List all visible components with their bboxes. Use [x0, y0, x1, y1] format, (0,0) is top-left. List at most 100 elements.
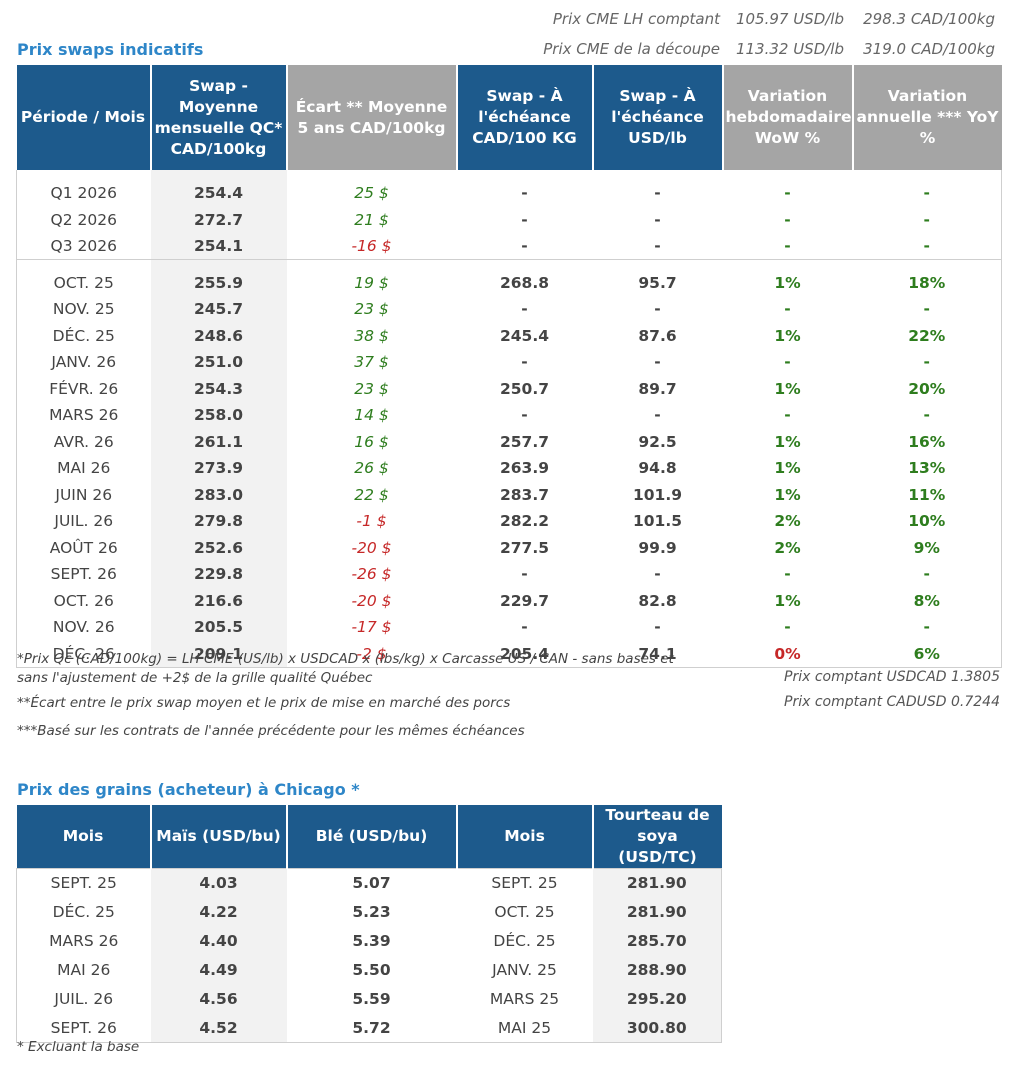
cell-yoy: -: [852, 561, 1002, 588]
table-row: SEPT. 25 4.03 5.07 SEPT. 25 281.90: [16, 868, 722, 898]
cell-wow: -: [784, 237, 791, 255]
table-row: NOV. 25 245.7 23 $ - - - -: [16, 296, 1002, 323]
cell-wow: -: [784, 300, 791, 319]
cell-mais: 4.22: [150, 897, 287, 927]
cell-period: OCT. 26: [16, 587, 151, 614]
spacer-cell: [723, 170, 853, 180]
cell-yoy: 6%: [852, 640, 1002, 668]
cell-ble: 5.39: [352, 932, 391, 950]
cell-wow: -: [784, 210, 791, 229]
header-yoy: Variation annuelle *** YoY %: [852, 65, 1002, 170]
grain-header-mois-2: Mois: [456, 805, 594, 869]
cell-ecart: 21 $: [354, 210, 389, 229]
cell-swap-cad: -: [521, 565, 528, 584]
cell-mois: SEPT. 26: [16, 1013, 151, 1043]
cell-swap-moyenne: 258.0: [150, 402, 287, 429]
cell-ecart: -16 $: [351, 237, 392, 255]
cell-ecart: 14 $: [354, 406, 389, 425]
table-row: OCT. 26 216.6 -20 $ 229.7 82.8 1% 8%: [16, 587, 1002, 614]
table-row: JUIL. 26 4.56 5.59 MARS 25 295.20: [16, 984, 722, 1014]
cell-wow: -: [784, 565, 791, 584]
cell-swap-cad: 282.2: [499, 512, 550, 531]
cell-wow: 1%: [774, 379, 801, 398]
cell-period: DÉC. 26: [16, 640, 151, 668]
cell-swap-usd: 89.7: [638, 379, 677, 398]
cell-period: MAI 26: [16, 455, 151, 482]
swaps-table: Période / Mois Swap - Moyenne mensuelle …: [16, 65, 1002, 668]
cell-period: JUIL. 26: [16, 508, 151, 535]
cell-period: MARS 26: [16, 402, 151, 429]
note-prix-qc-line1: *Prix Qc (CAD/100kg) = LH CME (US/lb) x …: [17, 651, 674, 667]
cell-period: Q3 2026: [16, 233, 151, 260]
cell-swap-usd: -: [654, 184, 661, 203]
spacer-cell: [150, 259, 287, 270]
cell-swap-moyenne: 254.3: [150, 375, 287, 402]
cell-soya: 300.80: [592, 1013, 722, 1043]
cell-yoy: -: [852, 206, 1002, 233]
cell-wow: 1%: [774, 432, 801, 451]
cell-ble: 5.50: [352, 961, 391, 979]
cell-swap-usd: -: [654, 353, 661, 372]
table-row: DÉC. 26 209.1 -2 $205.4 74.1 0% 6%: [16, 640, 1002, 668]
cell-swap-usd: -: [654, 565, 661, 584]
cme-lh-usd: 105.97 USD/lb: [735, 10, 844, 28]
grain-header-soya: Tourteau de soya (USD/TC): [592, 805, 722, 869]
cell-swap-usd: 94.8: [638, 459, 677, 478]
cell-swap-moyenne: 272.7: [150, 206, 287, 233]
table-spacer-row: [16, 259, 1002, 270]
cell-period: NOV. 26: [16, 614, 151, 641]
table-row: Q3 2026 254.1 -16 $ - - - -: [16, 233, 1002, 260]
cell-period: SEPT. 26: [16, 561, 151, 588]
cell-swap-cad: -: [521, 618, 528, 637]
cell-swap-moyenne: 261.1: [150, 428, 287, 455]
cell-yoy: -: [852, 402, 1002, 429]
cme-decoupe-line: Prix CME de la découpe 113.32 USD/lb 319…: [0, 40, 1000, 60]
header-ecart: Écart ** Moyenne 5 ans CAD/100kg: [286, 65, 458, 170]
cell-wow: -: [784, 618, 791, 637]
cell-wow: 1%: [774, 485, 801, 504]
cell-swap-moyenne: 248.6: [150, 322, 287, 349]
table-row: Q1 2026 254.4 25 $ - - - -: [16, 180, 1002, 207]
cell-yoy: -: [852, 233, 1002, 260]
cell-mois: JUIL. 26: [16, 984, 151, 1014]
cell-ecart: 22 $: [354, 485, 389, 504]
cell-swap-cad: 268.8: [499, 273, 550, 292]
cell-ecart: -1 $: [356, 512, 387, 531]
table-row: Q2 2026 272.7 21 $ - - - -: [16, 206, 1002, 233]
cell-wow: 1%: [774, 459, 801, 478]
cell-period: NOV. 25: [16, 296, 151, 323]
cme-lh-line: Prix CME LH comptant 105.97 USD/lb 298.3…: [0, 10, 1000, 30]
cell-period: AOÛT 26: [16, 534, 151, 561]
grains-footnote: * Excluant la base: [17, 1039, 140, 1055]
spacer-cell: [457, 170, 593, 180]
table-row: FÉVR. 26 254.3 23 $ 250.7 89.7 1% 20%: [16, 375, 1002, 402]
cell-swap-usd: 87.6: [638, 326, 677, 345]
header-wow: Variation hebdomadaire WoW %: [722, 65, 854, 170]
cell-ecart: -17 $: [351, 618, 392, 637]
cell-ecart: 16 $: [354, 432, 389, 451]
cell-ble: 5.23: [352, 903, 391, 921]
cell-wow: 1%: [774, 326, 801, 345]
cell-wow: -: [784, 406, 791, 425]
cell-ecart: -2 $: [286, 640, 457, 668]
cell-swap-moyenne: 273.9: [150, 455, 287, 482]
table-row: SEPT. 26 229.8 -26 $ - - - -: [16, 561, 1002, 588]
cell-swap-cad: 263.9: [499, 459, 550, 478]
cell-period: JANV. 26: [16, 349, 151, 376]
spacer-cell: [150, 170, 287, 180]
cell-yoy: 22%: [852, 322, 1002, 349]
cell-swap-usd: 82.8: [638, 591, 677, 610]
cell-swap-usd: -: [654, 210, 661, 229]
cme-decoupe-cad: 319.0 CAD/100kg: [863, 40, 995, 58]
table-row: JUIN 26 283.0 22 $ 283.7 101.9 1% 11%: [16, 481, 1002, 508]
cell-mois-2: DÉC. 25: [493, 932, 556, 950]
cell-swap-moyenne: 251.0: [150, 349, 287, 376]
cell-swap-cad: 250.7: [499, 379, 550, 398]
cell-ecart: -20 $: [351, 538, 392, 557]
cell-soya: 285.70: [592, 926, 722, 956]
table-row: OCT. 25 255.9 19 $ 268.8 95.7 1% 18%: [16, 269, 1002, 296]
cadusd-rate: Prix comptant CADUSD 0.7244: [784, 694, 1000, 710]
cell-swap-usd: -: [654, 618, 661, 637]
table-row: MAI 26 273.9 26 $ 263.9 94.8 1% 13%: [16, 455, 1002, 482]
spacer-cell: [287, 170, 457, 180]
